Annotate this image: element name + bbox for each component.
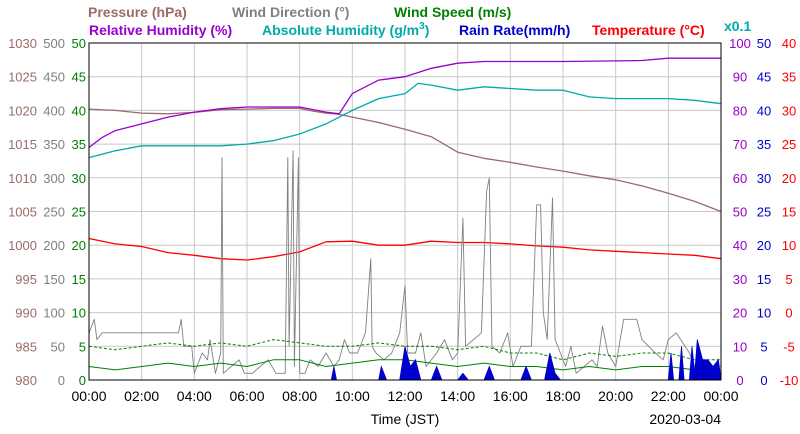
y-tick-wind-direction: 400: [43, 103, 65, 118]
y-tick-wind-speed: 35: [72, 137, 86, 152]
y-tick-pressure: 980: [15, 373, 37, 388]
y-tick-wind-direction: 350: [43, 137, 65, 152]
plot-frame: [88, 42, 722, 381]
y-tick-rain-rate: 10: [757, 306, 771, 321]
y-tick-temperature: 15: [782, 205, 796, 220]
y-tick-relative-humidity: 50: [733, 205, 747, 220]
series-rain-rate-mm-h: [330, 339, 722, 381]
y-tick-wind-direction: 100: [43, 306, 65, 321]
x-tick-label: 06:00: [229, 388, 264, 404]
y-tick-relative-humidity: 40: [733, 238, 747, 253]
legend-pressure: Pressure (hPa): [88, 4, 187, 20]
y-tick-relative-humidity: 60: [733, 171, 747, 186]
series-wind-speed-m-s-max: [88, 339, 721, 361]
legend-wind-speed: Wind Speed (m/s): [394, 4, 511, 20]
y-tick-rain-rate: 25: [757, 205, 771, 220]
x-tick-label: 00:00: [71, 388, 106, 404]
y-tick-wind-direction: 300: [43, 171, 65, 186]
y-tick-pressure: 985: [15, 339, 37, 354]
y-tick-pressure: 995: [15, 272, 37, 287]
series-wind-direction: [88, 150, 721, 374]
y-tick-pressure: 990: [15, 306, 37, 321]
legend-multiplier: x0.1: [724, 18, 751, 34]
y-tick-temperature: 5: [785, 272, 792, 287]
y-tick-rain-rate: 45: [757, 70, 771, 85]
legend-absolute-humidity: Absolute Humidity (g/m3): [262, 21, 429, 38]
x-tick-label: 00:00: [703, 388, 738, 404]
y-tick-rain-rate: 30: [757, 171, 771, 186]
y-tick-temperature: 40: [782, 36, 796, 51]
y-tick-wind-direction: 0: [58, 373, 65, 388]
y-tick-wind-direction: 150: [43, 272, 65, 287]
y-tick-wind-speed: 45: [72, 70, 86, 85]
y-tick-temperature: 30: [782, 103, 796, 118]
y-tick-pressure: 1020: [8, 103, 37, 118]
x-tick-label: 12:00: [387, 388, 422, 404]
y-tick-temperature: -10: [780, 373, 799, 388]
y-tick-wind-direction: 200: [43, 238, 65, 253]
y-tick-wind-speed: 40: [72, 103, 86, 118]
legend-wind-direction: Wind Direction (°): [232, 4, 349, 20]
y-tick-temperature: 20: [782, 171, 796, 186]
y-tick-relative-humidity: 0: [736, 373, 743, 388]
legend-temperature: Temperature (°C): [592, 22, 705, 38]
y-tick-rain-rate: 40: [757, 103, 771, 118]
x-tick-label: 18:00: [545, 388, 580, 404]
y-tick-rain-rate: 5: [760, 339, 767, 354]
y-tick-relative-humidity: 90: [733, 70, 747, 85]
y-tick-pressure: 1030: [8, 36, 37, 51]
x-tick-label: 02:00: [124, 388, 159, 404]
y-tick-pressure: 1005: [8, 205, 37, 220]
y-tick-wind-speed: 15: [72, 272, 86, 287]
y-tick-temperature: 10: [782, 238, 796, 253]
chart-date: 2020-03-04: [649, 411, 721, 427]
y-tick-relative-humidity: 80: [733, 103, 747, 118]
y-tick-rain-rate: 0: [760, 373, 767, 388]
y-tick-rain-rate: 20: [757, 238, 771, 253]
legend-rain-rate: Rain Rate(mm/h): [459, 22, 570, 38]
series-layer: [88, 57, 722, 381]
y-tick-temperature: 35: [782, 70, 796, 85]
y-tick-wind-direction: 450: [43, 70, 65, 85]
x-tick-label: 10:00: [335, 388, 370, 404]
series-relative-humidity: [88, 57, 721, 149]
y-tick-temperature: 0: [785, 306, 792, 321]
y-tick-rain-rate: 15: [757, 272, 771, 287]
x-tick-label: 22:00: [651, 388, 686, 404]
y-tick-relative-humidity: 30: [733, 272, 747, 287]
y-tick-wind-speed: 20: [72, 238, 86, 253]
y-tick-wind-speed: 10: [72, 306, 86, 321]
x-tick-label: 16:00: [493, 388, 528, 404]
y-tick-wind-speed: 50: [72, 36, 86, 51]
y-tick-wind-speed: 25: [72, 205, 86, 220]
y-tick-relative-humidity: 70: [733, 137, 747, 152]
x-tick-label: 08:00: [282, 388, 317, 404]
x-tick-label: 04:00: [177, 388, 212, 404]
y-tick-wind-speed: 0: [79, 373, 86, 388]
y-tick-pressure: 1000: [8, 238, 37, 253]
y-tick-rain-rate: 35: [757, 137, 771, 152]
legend-relative-humidity: Relative Humidity (%): [89, 22, 232, 38]
y-tick-pressure: 1025: [8, 70, 37, 85]
y-tick-temperature: -5: [783, 339, 795, 354]
y-tick-relative-humidity: 20: [733, 306, 747, 321]
x-axis-label: Time (JST): [371, 411, 440, 427]
x-tick-label: 14:00: [440, 388, 475, 404]
y-tick-pressure: 1010: [8, 171, 37, 186]
y-tick-wind-direction: 50: [51, 339, 65, 354]
y-tick-wind-speed: 5: [79, 339, 86, 354]
series-absolute-humidity: [88, 82, 722, 159]
series-temperature-c: [88, 237, 722, 261]
y-tick-relative-humidity: 10: [733, 339, 747, 354]
y-tick-pressure: 1015: [8, 137, 37, 152]
y-tick-rain-rate: 50: [757, 36, 771, 51]
x-tick-label: 20:00: [598, 388, 633, 404]
y-tick-relative-humidity: 100: [729, 36, 751, 51]
axis-ticks: 1030102510201015101010051000995990985980…: [8, 36, 798, 404]
y-tick-wind-speed: 30: [72, 171, 86, 186]
y-tick-wind-direction: 250: [43, 205, 65, 220]
y-tick-temperature: 25: [782, 137, 796, 152]
y-tick-wind-direction: 500: [43, 36, 65, 51]
